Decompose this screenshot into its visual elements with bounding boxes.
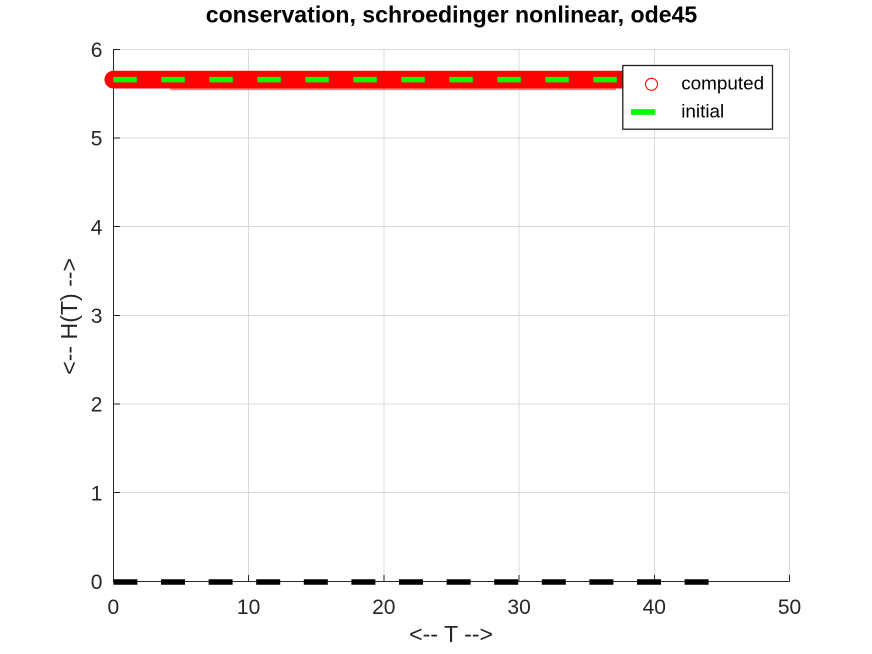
svg-text:3: 3 [91,305,103,328]
svg-text:computed: computed [681,74,764,95]
svg-text:6: 6 [91,39,103,62]
svg-text:0: 0 [91,571,103,594]
svg-text:<-- H(T) -->: <-- H(T) --> [56,258,82,375]
svg-text:1: 1 [91,482,103,505]
svg-text:initial: initial [681,101,724,122]
svg-text:50: 50 [778,596,801,619]
svg-text:10: 10 [237,596,260,619]
svg-text:conservation, schroedinger non: conservation, schroedinger nonlinear, od… [206,1,698,27]
svg-text:20: 20 [372,596,395,619]
svg-text:<-- T -->: <-- T --> [409,621,493,647]
svg-text:0: 0 [108,596,120,619]
svg-text:30: 30 [507,596,530,619]
svg-text:5: 5 [91,128,103,151]
svg-text:4: 4 [91,216,103,239]
svg-text:2: 2 [91,394,103,417]
svg-text:40: 40 [643,596,666,619]
